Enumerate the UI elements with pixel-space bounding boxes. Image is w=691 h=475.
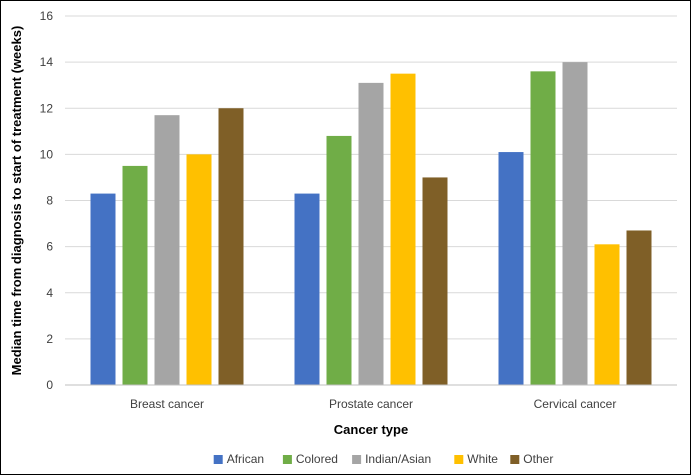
bar-african-cervical-cancer bbox=[498, 152, 524, 385]
y-axis-title: Median time from diagnosis to start of t… bbox=[9, 26, 24, 376]
legend-swatch-other bbox=[510, 455, 520, 464]
legend-swatch-indian-asian bbox=[352, 455, 362, 464]
y-tick-label: 0 bbox=[46, 378, 53, 392]
y-tick-label: 6 bbox=[46, 240, 53, 254]
bar-colored-prostate-cancer bbox=[326, 135, 352, 385]
x-tick-label: Prostate cancer bbox=[329, 397, 413, 411]
y-tick-label: 14 bbox=[40, 55, 54, 69]
bar-indian-asian-breast-cancer bbox=[154, 115, 180, 385]
bar-african-breast-cancer bbox=[90, 193, 116, 385]
x-tick-labels: Breast cancer Prostate cancer Cervical can… bbox=[130, 397, 616, 411]
legend-swatch-colored bbox=[282, 455, 292, 464]
x-tick-label: Breast cancer bbox=[130, 397, 204, 411]
bar-white-cervical-cancer bbox=[594, 244, 620, 385]
bar-other-breast-cancer bbox=[218, 108, 244, 385]
y-tick-label: 2 bbox=[46, 332, 53, 346]
legend-label-white: White bbox=[467, 452, 498, 466]
x-tick-label: Cervical cancer bbox=[534, 397, 617, 411]
bar-white-breast-cancer bbox=[186, 154, 212, 385]
legend-label-african: African bbox=[227, 452, 264, 466]
bar-other-cervical-cancer bbox=[626, 230, 652, 385]
bars bbox=[90, 62, 652, 385]
legend-swatch-white bbox=[454, 455, 464, 464]
bar-indian-asian-cervical-cancer bbox=[562, 62, 588, 385]
y-tick-label: 10 bbox=[40, 147, 54, 161]
bar-colored-cervical-cancer bbox=[530, 71, 556, 385]
legend-label-indian-asian: Indian/Asian bbox=[365, 452, 431, 466]
y-tick-label: 12 bbox=[40, 101, 54, 115]
bar-african-prostate-cancer bbox=[294, 193, 320, 385]
bar-other-prostate-cancer bbox=[422, 177, 448, 385]
legend: African Colored Indian/Asian White Other bbox=[213, 452, 553, 466]
legend-label-colored: Colored bbox=[296, 452, 338, 466]
y-tick-label: 4 bbox=[46, 286, 53, 300]
bar-white-prostate-cancer bbox=[390, 73, 416, 385]
x-axis-title: Cancer type bbox=[334, 422, 408, 437]
legend-label-other: Other bbox=[523, 452, 553, 466]
y-tick-label: 8 bbox=[46, 194, 53, 208]
bar-colored-breast-cancer bbox=[122, 165, 148, 385]
y-tick-label: 16 bbox=[40, 9, 54, 23]
legend-swatch-african bbox=[213, 455, 223, 464]
y-tick-labels: 0 2 4 6 8 10 12 14 16 bbox=[40, 9, 54, 392]
bar-indian-asian-prostate-cancer bbox=[358, 82, 384, 385]
